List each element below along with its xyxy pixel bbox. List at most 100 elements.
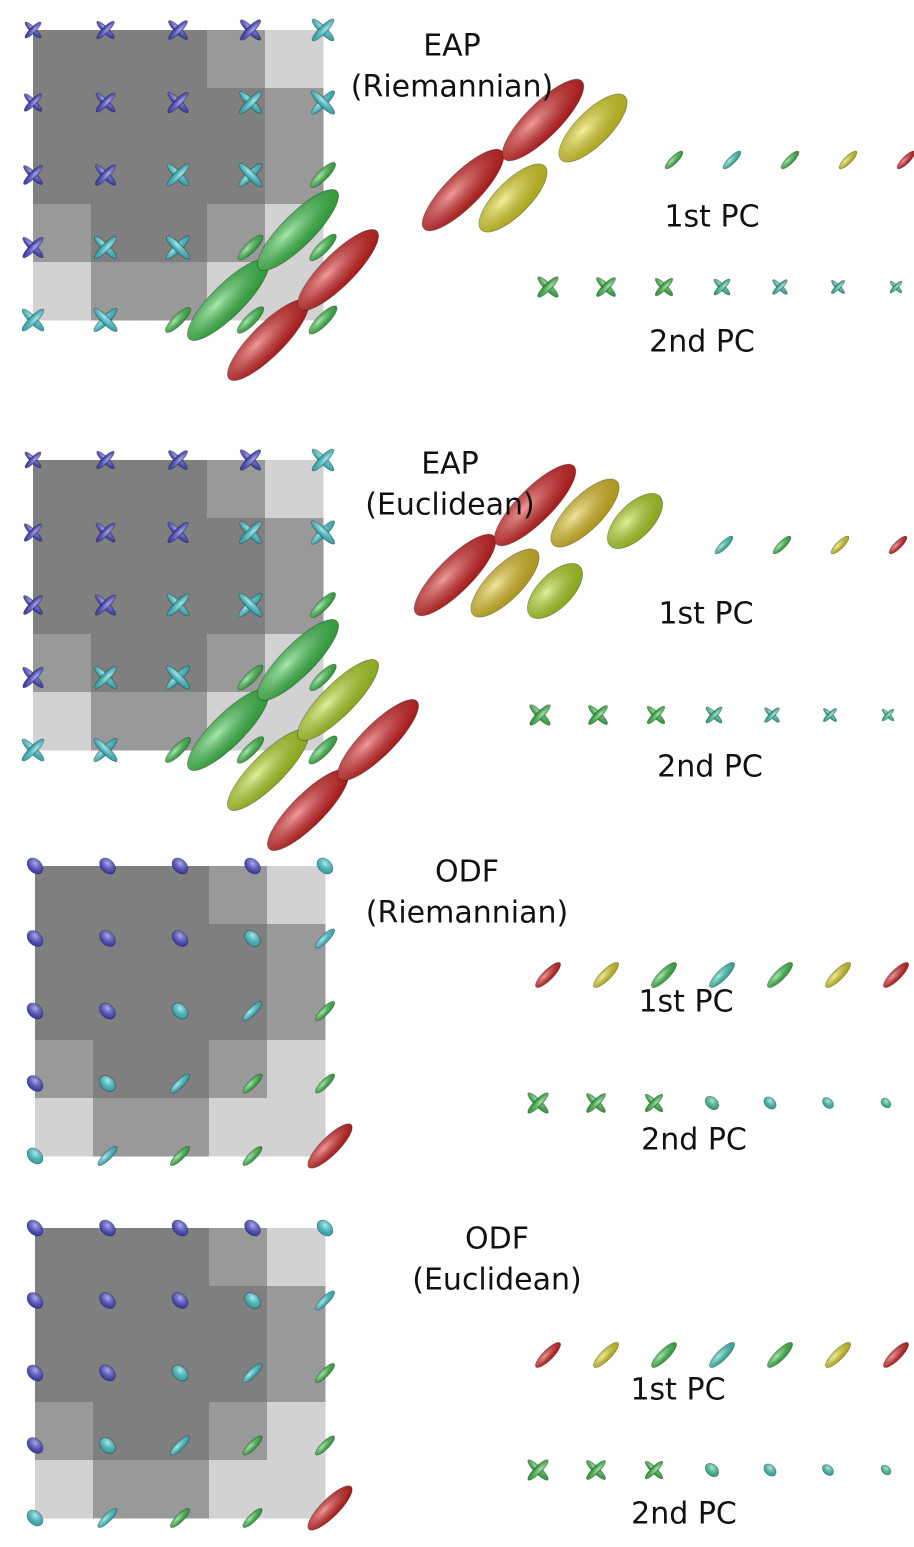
glyph-shade <box>187 689 269 771</box>
glyph <box>704 1095 720 1111</box>
glyph <box>311 448 335 472</box>
glyph-shade <box>170 1073 190 1094</box>
glyph-shade <box>168 450 188 470</box>
glyph-shade <box>897 151 914 169</box>
glyph <box>21 738 45 762</box>
glyph <box>764 707 780 723</box>
glyph <box>310 520 336 545</box>
grid-cell <box>35 1344 94 1403</box>
glyph-shade <box>172 1003 188 1019</box>
glyph <box>308 735 338 765</box>
glyph-shade <box>825 1342 851 1368</box>
glyph <box>825 1342 851 1368</box>
glyph-shade <box>550 478 620 548</box>
glyph-shade <box>24 93 42 112</box>
grid-cell <box>209 1460 268 1519</box>
glyph <box>823 708 837 722</box>
glyph-shade <box>167 522 189 543</box>
glyph <box>99 1219 116 1237</box>
glyph-shade <box>27 930 43 947</box>
glyph-shade <box>240 449 261 471</box>
glyph <box>527 1459 549 1481</box>
glyph-shade <box>297 229 379 311</box>
glyph-shade <box>889 536 907 554</box>
grid-cell <box>151 1402 210 1461</box>
glyph-shade <box>99 1220 116 1236</box>
glyph-shade <box>244 1292 261 1309</box>
glyph <box>171 1002 189 1020</box>
glyph <box>889 280 903 294</box>
glyph-shade <box>27 1365 43 1381</box>
glyph-shade <box>767 962 793 988</box>
panel-subtitle: (Riemannian) <box>366 896 568 931</box>
glyph-shade <box>502 79 584 161</box>
pc2-label: 2nd PC <box>657 750 763 785</box>
glyph <box>94 594 117 616</box>
glyph-shade <box>22 237 44 258</box>
grid-cell <box>35 1286 94 1345</box>
glyph <box>767 1342 793 1368</box>
glyph-shade <box>95 594 116 616</box>
glyph <box>709 962 735 988</box>
glyph-shade <box>237 306 264 334</box>
glyph <box>24 21 42 39</box>
glyph-shade <box>227 299 309 381</box>
glyph-shade <box>315 1073 335 1094</box>
glyph-shade <box>773 536 791 554</box>
glyph <box>244 857 261 875</box>
glyph <box>307 1485 353 1531</box>
glyph-shade <box>242 1508 263 1528</box>
glyph <box>664 150 684 170</box>
glyph-shade <box>705 706 723 724</box>
panel-title: ODF <box>465 1222 529 1257</box>
glyph-shade <box>244 858 261 874</box>
glyph-shade <box>315 1435 335 1456</box>
glyph-shade <box>537 276 559 298</box>
grid-cell <box>267 866 326 925</box>
glyph-shade <box>772 279 788 295</box>
glyph <box>651 962 677 988</box>
glyph-shade <box>242 1363 263 1383</box>
glyph <box>651 1342 677 1368</box>
grid-cell <box>93 1460 152 1519</box>
glyph-shade <box>881 1098 891 1108</box>
grid-cell <box>33 204 92 263</box>
grid-cell <box>93 1228 152 1287</box>
grid-cell <box>209 982 268 1041</box>
glyph <box>316 857 334 875</box>
glyph <box>713 278 731 296</box>
glyph-shade <box>172 1292 188 1309</box>
glyph-shade <box>883 962 909 988</box>
panel-subtitle: (Riemannian) <box>351 70 553 105</box>
glyph-shade <box>705 1463 719 1477</box>
glyph <box>880 1097 892 1109</box>
glyph-shade <box>527 1459 549 1481</box>
glyph-shade <box>23 165 43 185</box>
glyph <box>99 857 116 875</box>
glyph <box>171 1292 189 1309</box>
glyph <box>722 150 742 170</box>
glyph <box>242 1363 263 1383</box>
glyph <box>315 1435 335 1456</box>
grid-cell <box>91 576 150 635</box>
grid-cell <box>207 30 266 89</box>
grid-cell <box>35 1460 94 1519</box>
glyph-shade <box>593 962 619 988</box>
grid-cell <box>33 460 92 519</box>
grid-cell <box>149 262 208 321</box>
panel-title: EAP <box>421 447 479 482</box>
glyph-shade <box>227 729 309 811</box>
glyph-shade <box>24 451 42 469</box>
glyph-shade <box>27 1148 43 1164</box>
glyph-shade <box>822 1464 834 1476</box>
glyph-shade <box>22 309 44 331</box>
grid-cell <box>267 1460 326 1519</box>
glyph <box>26 1147 44 1165</box>
glyph-shade <box>257 189 339 271</box>
glyph-shade <box>27 858 43 874</box>
glyph <box>527 1092 549 1114</box>
grid-cell <box>33 30 92 89</box>
glyph-shade <box>309 234 337 261</box>
glyph <box>171 1364 189 1382</box>
glyph-shade <box>267 769 349 851</box>
